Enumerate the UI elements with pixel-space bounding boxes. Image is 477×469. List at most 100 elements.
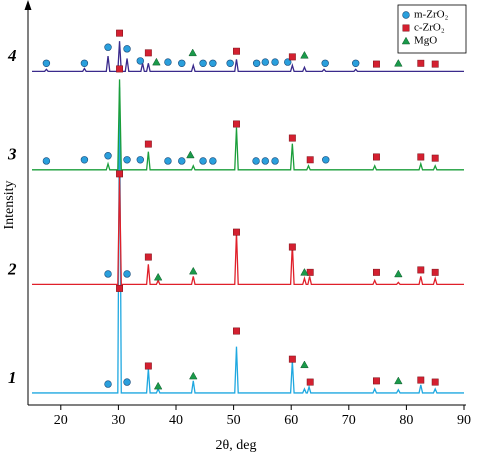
phase-marker (417, 153, 425, 161)
phase-marker (188, 48, 197, 57)
phase-marker (284, 58, 292, 66)
phase-marker (199, 157, 207, 165)
phase-marker (394, 269, 403, 278)
pattern-label: 4 (7, 46, 17, 65)
legend-swatch (402, 24, 410, 32)
phase-marker (306, 156, 314, 164)
x-tick-label: 90 (457, 413, 471, 428)
phase-marker (136, 57, 144, 65)
phase-marker (152, 57, 161, 66)
phase-marker (300, 360, 309, 369)
phase-marker (306, 378, 314, 386)
phase-marker (394, 58, 403, 67)
x-axis-label: 2θ, deg (216, 438, 257, 453)
phase-marker (164, 157, 172, 165)
pattern-label: 3 (7, 145, 17, 164)
phase-marker (116, 284, 124, 292)
y-axis-label: Intensity (2, 181, 17, 230)
phase-marker (252, 157, 260, 165)
phase-marker (123, 378, 131, 386)
phase-marker (104, 380, 112, 388)
phase-marker (104, 152, 112, 160)
xrd-pattern (32, 87, 464, 394)
phase-marker (233, 327, 240, 335)
legend-label: MgO (414, 35, 437, 47)
phase-marker (372, 377, 380, 385)
phase-marker (123, 156, 131, 164)
phase-marker (261, 58, 269, 66)
phase-marker (42, 59, 51, 67)
phase-marker (271, 157, 279, 165)
phase-marker (261, 157, 269, 165)
x-tick-label: 40 (169, 413, 183, 428)
phase-marker (306, 268, 314, 276)
xrd-pattern (32, 79, 464, 171)
phase-marker (136, 156, 144, 164)
phase-marker (431, 154, 439, 162)
phase-marker (394, 376, 403, 385)
x-tick-label: 70 (342, 413, 356, 428)
phase-marker (178, 157, 186, 165)
phase-marker (288, 134, 296, 142)
phase-marker (153, 272, 163, 281)
phase-marker (431, 378, 439, 386)
phase-marker (300, 268, 309, 276)
phase-marker (288, 355, 296, 363)
phase-marker (186, 150, 195, 159)
legend-label: m-ZrO₂ (414, 9, 449, 21)
phase-marker (104, 270, 112, 278)
phase-marker (372, 60, 380, 68)
pattern-label: 1 (8, 368, 17, 387)
x-tick-label: 30 (111, 413, 125, 428)
phase-marker (144, 362, 152, 370)
phase-marker (199, 59, 207, 67)
phase-marker (123, 270, 131, 278)
phase-marker (288, 243, 296, 251)
phase-marker (233, 47, 240, 55)
phase-marker (144, 140, 152, 148)
pattern-label: 2 (7, 259, 17, 278)
x-tick-label: 50 (227, 413, 241, 428)
phase-marker (209, 157, 217, 165)
legend-swatch (401, 36, 411, 45)
phase-marker (288, 53, 296, 61)
phase-marker (104, 43, 112, 51)
phase-marker (372, 153, 380, 161)
phase-marker (144, 49, 152, 57)
x-tick-label: 60 (284, 413, 298, 428)
phase-marker (116, 65, 124, 73)
phase-marker (431, 60, 439, 68)
phase-marker (300, 50, 309, 59)
phase-marker (322, 156, 330, 164)
phase-marker (417, 376, 425, 384)
phase-marker (352, 59, 360, 67)
phase-marker (226, 59, 234, 67)
legend-swatch (402, 11, 410, 19)
phase-marker (233, 228, 240, 236)
phase-marker (189, 266, 198, 275)
phase-marker (431, 268, 439, 276)
phase-marker (123, 45, 131, 53)
phase-marker (178, 59, 186, 67)
phase-marker (189, 371, 198, 380)
xrd-pattern (32, 41, 464, 72)
y-axis-arrow (24, 0, 32, 10)
phase-marker (321, 59, 329, 67)
phase-marker (144, 253, 152, 261)
xrd-pattern (32, 175, 464, 286)
phase-marker (80, 59, 89, 67)
phase-marker (164, 58, 172, 66)
x-tick-label: 20 (54, 413, 68, 428)
phase-marker (80, 156, 89, 164)
phase-marker (233, 120, 240, 128)
phase-marker (417, 266, 425, 274)
x-tick-label: 80 (399, 413, 413, 428)
phase-marker (271, 58, 279, 66)
phase-marker (116, 29, 124, 37)
phase-marker (209, 59, 217, 67)
legend-label: c-ZrO₂ (414, 22, 445, 34)
phase-marker (153, 381, 163, 390)
phase-marker (42, 157, 51, 165)
phase-marker (252, 59, 261, 67)
